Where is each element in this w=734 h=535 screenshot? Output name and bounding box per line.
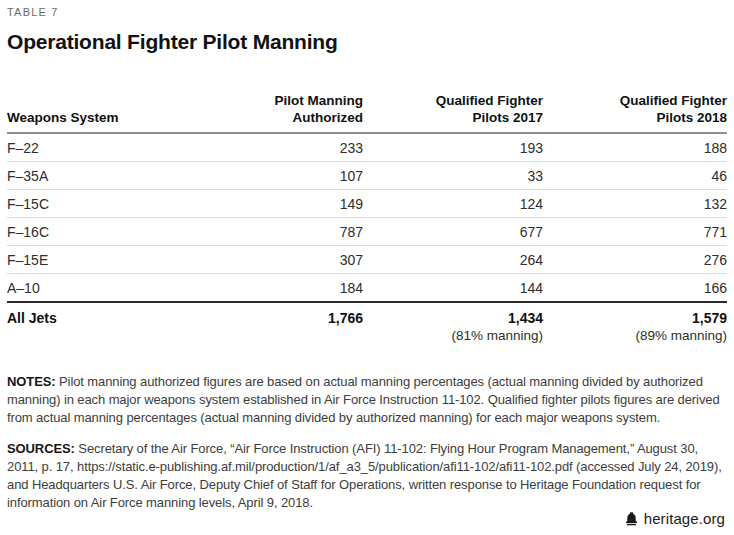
liberty-bell-icon xyxy=(624,512,639,526)
cell-weapons-system: F–15C xyxy=(7,196,183,212)
cell-qualified-2018: 132 xyxy=(543,196,727,212)
cell-qualified-2018: 771 xyxy=(543,224,727,240)
table-number-label: TABLE 7 xyxy=(7,6,727,18)
pilot-manning-table: Weapons System Pilot Manning Authorized … xyxy=(7,70,727,347)
cell-qualified-2017: 144 xyxy=(363,280,543,296)
cell-qualified-2018: 276 xyxy=(543,252,727,268)
table-row: F–16C 787 677 771 xyxy=(7,218,727,246)
cell-qualified-2017: 677 xyxy=(363,224,543,240)
total-qualified-2017: 1,434 xyxy=(363,310,543,326)
table-row: F–22 233 193 188 xyxy=(7,134,727,162)
cell-qualified-2018: 46 xyxy=(543,168,727,184)
table-row: A–10 184 144 166 xyxy=(7,274,727,301)
col-header-weapons-system: Weapons System xyxy=(7,109,183,126)
table-header-row: Weapons System Pilot Manning Authorized … xyxy=(7,70,727,134)
sources-text: Secretary of the Air Force, “Air Force I… xyxy=(7,441,722,510)
cell-weapons-system: A–10 xyxy=(7,280,183,296)
col-header-qualified-2018: Qualified Fighter Pilots 2018 xyxy=(543,92,727,126)
total-label: All Jets xyxy=(7,310,183,326)
report-table-figure: TABLE 7 Operational Fighter Pilot Mannin… xyxy=(0,0,734,535)
page-title: Operational Fighter Pilot Manning xyxy=(7,30,727,54)
cell-qualified-2017: 33 xyxy=(363,168,543,184)
manning-pct-2017: (81% manning) xyxy=(363,328,543,343)
table-row: F–35A 107 33 46 xyxy=(7,162,727,190)
cell-authorized: 107 xyxy=(183,168,363,184)
notes-label: NOTES: xyxy=(7,374,56,389)
col-header-pilot-manning-authorized: Pilot Manning Authorized xyxy=(183,92,363,126)
cell-weapons-system: F–22 xyxy=(7,140,183,156)
cell-qualified-2017: 124 xyxy=(363,196,543,212)
total-authorized: 1,766 xyxy=(183,310,363,326)
cell-weapons-system: F–16C xyxy=(7,224,183,240)
col-header-qualified-2017: Qualified Fighter Pilots 2017 xyxy=(363,92,543,126)
manning-pct-2018: (89% manning) xyxy=(543,328,727,343)
table-row: F–15E 307 264 276 xyxy=(7,246,727,274)
cell-authorized: 149 xyxy=(183,196,363,212)
brand-text: heritage.org xyxy=(644,510,725,527)
notes-paragraph: NOTES: Pilot manning authorized figures … xyxy=(7,373,727,427)
cell-qualified-2017: 193 xyxy=(363,140,543,156)
heritage-logo: heritage.org xyxy=(624,510,725,527)
table-body: F–22 233 193 188 F–35A 107 33 46 F–15C 1… xyxy=(7,134,727,301)
cell-qualified-2017: 264 xyxy=(363,252,543,268)
cell-weapons-system: F–35A xyxy=(7,168,183,184)
cell-qualified-2018: 188 xyxy=(543,140,727,156)
table-total-row: All Jets 1,766 1,434 1,579 (81% manning)… xyxy=(7,301,727,347)
cell-authorized: 307 xyxy=(183,252,363,268)
cell-authorized: 184 xyxy=(183,280,363,296)
notes-text: Pilot manning authorized figures are bas… xyxy=(7,374,720,425)
total-qualified-2018: 1,579 xyxy=(543,310,727,326)
sources-paragraph: SOURCES: Secretary of the Air Force, “Ai… xyxy=(7,440,727,512)
sources-label: SOURCES: xyxy=(7,441,75,456)
cell-authorized: 787 xyxy=(183,224,363,240)
cell-weapons-system: F–15E xyxy=(7,252,183,268)
table-row: F–15C 149 124 132 xyxy=(7,190,727,218)
cell-authorized: 233 xyxy=(183,140,363,156)
cell-qualified-2018: 166 xyxy=(543,280,727,296)
